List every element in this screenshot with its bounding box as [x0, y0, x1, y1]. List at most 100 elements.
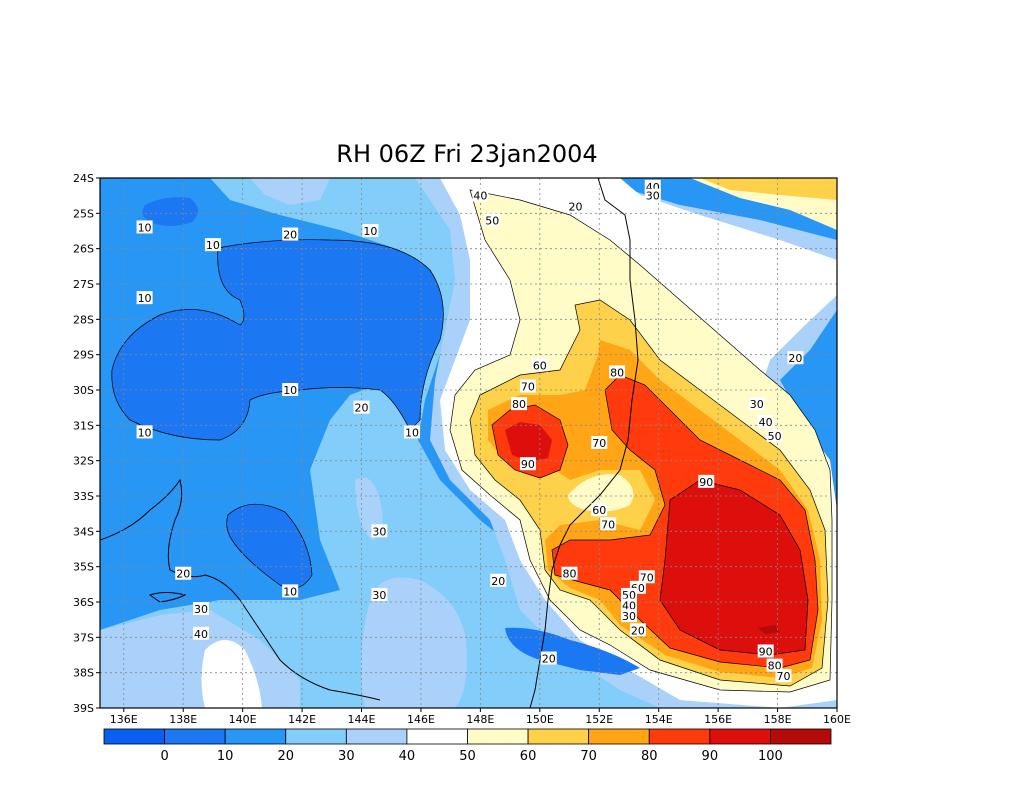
colorbar-swatch	[285, 728, 347, 745]
contour-label-bg	[531, 358, 548, 372]
contour-label: 30	[371, 524, 388, 538]
contour-label: 20	[567, 199, 584, 213]
contour-label-bg	[591, 503, 608, 517]
contour-label-text: 40	[759, 416, 773, 429]
contour-label-bg	[698, 474, 715, 488]
contour-label-bg	[371, 587, 388, 601]
map-frame	[99, 177, 838, 709]
contour-label: 70	[519, 379, 536, 393]
colorbar-swatch	[345, 728, 408, 745]
lon-label: 156E	[704, 713, 732, 726]
contour-label-bg	[620, 609, 637, 623]
contour-label-text: 20	[568, 200, 582, 213]
contour-label-bg	[757, 414, 774, 428]
colorbar-swatch	[224, 728, 287, 745]
colorbar-swatch	[467, 728, 529, 745]
rh-field	[100, 178, 837, 708]
colorbar-label: 90	[702, 749, 719, 764]
contour-label: 70	[600, 517, 617, 531]
contour-label: 10	[204, 238, 221, 252]
lat-label: 25S	[73, 207, 94, 220]
lat-label: 26S	[73, 243, 94, 256]
contour-lines	[111, 189, 833, 693]
colorbar-label: 60	[520, 749, 537, 764]
rh-band-0-10	[142, 197, 199, 226]
contour-label-text: 30	[646, 190, 660, 203]
contour-label-bg	[609, 365, 626, 379]
contour-label-bg	[490, 573, 507, 587]
contour-label-text: 20	[788, 352, 802, 365]
colorbar-swatch	[527, 728, 590, 745]
contour-label-bg	[787, 351, 804, 365]
contour-label-bg	[371, 524, 388, 538]
contour-label-text: 60	[592, 504, 606, 517]
rh-band-30-40	[250, 178, 330, 205]
contour-label-text: 40	[194, 628, 208, 641]
contour-label: 30	[644, 188, 661, 203]
colorbar-swatch	[648, 728, 711, 745]
contour-label: 90	[698, 474, 715, 489]
colorbar-swatch	[588, 728, 650, 745]
lon-label: 160E	[823, 713, 851, 726]
colorbar-label: 100	[758, 749, 783, 764]
contour-label: 10	[136, 220, 153, 234]
contour-label-text: 20	[283, 229, 297, 242]
plot-title: RH 06Z Fri 23jan2004	[336, 140, 598, 168]
lon-label: 136E	[110, 713, 138, 726]
contour-label: 60	[591, 503, 608, 517]
longitude-labels: 136E 138E 140E 142E 144E 146E 148E 150E 152E 154E…	[110, 708, 851, 726]
contour-label-bg	[775, 669, 792, 683]
contour-label-bg	[757, 644, 774, 658]
contour-label: 20	[787, 351, 804, 365]
contour-label: 80	[561, 566, 578, 581]
contour-label-text: 60	[533, 359, 547, 372]
contour-label-text: 70	[592, 437, 606, 450]
contour-label-text: 20	[355, 402, 369, 415]
contour-label: 90	[519, 457, 536, 471]
lat-label: 36S	[73, 596, 94, 609]
contour-label-bg	[629, 623, 646, 637]
lon-label: 154E	[645, 713, 673, 726]
contour-label: 70	[775, 669, 792, 683]
rh-band-60-70-hole	[568, 474, 634, 512]
contour-label-bg	[136, 425, 153, 439]
lat-label: 34S	[73, 525, 94, 538]
lon-label: 138E	[169, 713, 197, 726]
rh-band-90-100	[660, 480, 808, 655]
contour-label: 80	[609, 365, 626, 379]
contour-label: 80	[766, 658, 783, 673]
contour-label-bg	[620, 598, 637, 612]
contour-label-bg	[404, 425, 421, 439]
contour-label: 20	[540, 651, 557, 666]
contour-label-text: 30	[372, 525, 386, 538]
lat-label: 37S	[73, 631, 94, 644]
contour-label: 30	[193, 602, 210, 616]
contour-label: 10	[404, 425, 421, 439]
colorbar-label: 10	[217, 749, 234, 764]
contour-label: 20	[490, 573, 507, 588]
contour-label-bg	[748, 397, 765, 411]
colorbar-label: 20	[277, 749, 294, 764]
lon-label: 146E	[407, 713, 435, 726]
lat-label: 38S	[73, 667, 94, 680]
contour-label: 10	[282, 584, 299, 598]
contour-label: 50	[766, 428, 783, 443]
lat-label: 39S	[73, 702, 94, 715]
rh-band-0-10	[505, 627, 640, 675]
contour-label-bg	[519, 457, 536, 471]
rh-band-30-40	[361, 577, 467, 708]
lat-label: 28S	[73, 313, 94, 326]
contour-label-bg	[638, 570, 655, 584]
contour-label: 10	[362, 224, 379, 238]
contour-label-text: 90	[521, 458, 535, 471]
contour-label: 40	[757, 414, 774, 429]
contour-label: 70	[591, 436, 608, 450]
contour-label-bg	[362, 224, 379, 237]
contour-label: 30	[748, 397, 765, 411]
colorbar-label: 50	[459, 749, 476, 764]
contour-label-text: 10	[363, 225, 377, 238]
contour-label-text: 30	[750, 398, 764, 411]
contour-label-text: 30	[194, 603, 208, 616]
contour-label-bg	[567, 199, 584, 213]
